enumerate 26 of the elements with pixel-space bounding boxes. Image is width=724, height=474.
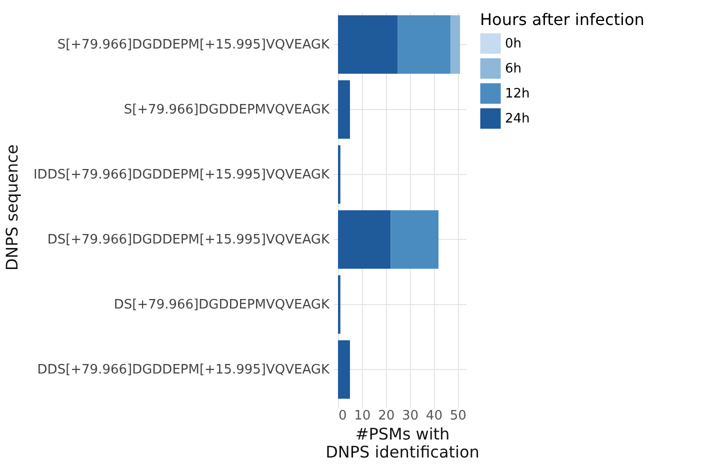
legend-label: 12h (505, 86, 530, 102)
y-tick-label: S[+79.966]DGDDEPM[+15.995]VQVEAGK (57, 38, 330, 52)
bar (390, 210, 438, 269)
legend-label: 0h (505, 36, 522, 52)
x-tick-label: 10 (354, 408, 371, 424)
x-tick-label: 20 (378, 408, 395, 424)
bar (398, 15, 450, 74)
bar (338, 80, 350, 139)
x-tick-label: 0 (338, 408, 347, 424)
legend-title: Hours after infection (480, 10, 644, 29)
y-tick-label: DS[+79.966]DGDDEPM[+15.995]VQVEAGK (47, 232, 330, 248)
bar (338, 340, 350, 399)
bar (450, 15, 460, 74)
y-tick-label: IDDS[+79.966]DGDDEPM[+15.995]VQVEAGK (33, 168, 330, 182)
bar (338, 210, 391, 269)
legend-label: 6h (505, 62, 522, 76)
legend-label: 24h (505, 112, 530, 126)
y-tick-label: DDS[+79.966]DGDDEPM[+15.995]VQVEAGK (37, 362, 330, 378)
x-axis-title: #PSMs with DNPS identification (326, 424, 480, 462)
y-tick-label: DS[+79.966]DGDDEPMVQVEAGK (114, 298, 330, 312)
x-tick-label: 50 (450, 408, 466, 424)
x-tick-label: 30 (402, 408, 419, 424)
y-axis-title: DNPS sequence (2, 144, 22, 271)
x-tick-label: 40 (426, 408, 442, 424)
bar (338, 15, 398, 74)
y-tick-label: S[+79.966]DGDDEPMVQVEAGK (124, 102, 330, 118)
